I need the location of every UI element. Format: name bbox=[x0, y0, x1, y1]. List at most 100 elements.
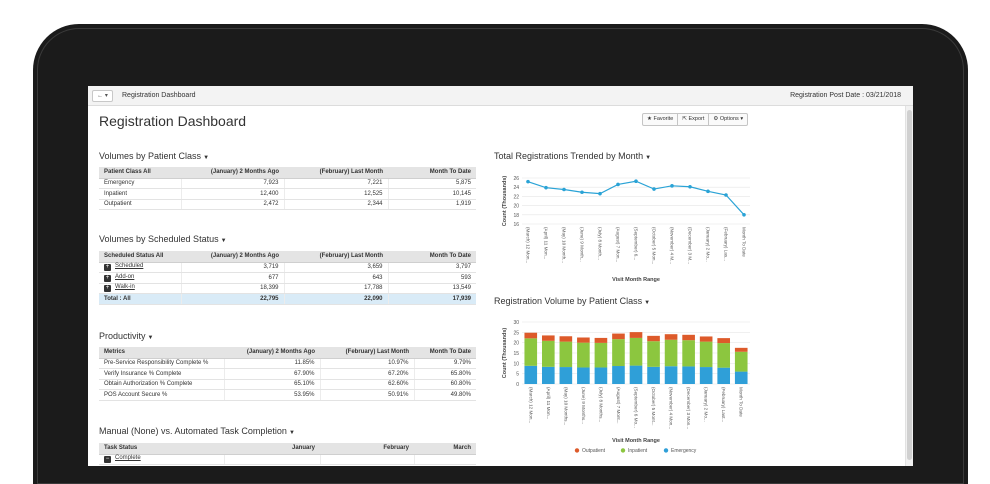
column-header[interactable]: (January) 2 Months Ago bbox=[181, 251, 284, 263]
legend-label: Inpatient bbox=[628, 448, 648, 454]
column-header[interactable]: Scheduled Status All bbox=[99, 251, 181, 263]
x-tick-label: (February) Last... bbox=[721, 387, 726, 422]
bar-segment bbox=[541, 366, 555, 384]
bar-segment bbox=[629, 365, 643, 384]
y-tick-label: 10 bbox=[513, 361, 519, 367]
column-header[interactable]: Metrics bbox=[99, 347, 224, 359]
y-tick-label: 26 bbox=[513, 176, 519, 182]
table-cell: 22,090 bbox=[284, 293, 389, 305]
column-header[interactable]: (February) Last Month bbox=[284, 251, 388, 263]
x-tick-label: (August) 7 Mon... bbox=[616, 227, 621, 262]
x-tick-label: (August) 7 Mont... bbox=[616, 387, 621, 424]
bar-segment bbox=[577, 337, 590, 343]
x-tick-label: (September) 6 Mo... bbox=[634, 387, 639, 428]
y-tick-label: 5 bbox=[516, 372, 519, 378]
expand-plus-icon[interactable]: + bbox=[104, 274, 111, 282]
legend-marker bbox=[620, 448, 626, 453]
complete-link[interactable]: Complete bbox=[115, 455, 141, 462]
line-chart-title[interactable]: Total Registrations Trended by Month ▼ bbox=[494, 151, 651, 161]
expand-plus-icon[interactable]: + bbox=[104, 264, 111, 272]
table-cell: 62.60% bbox=[320, 379, 415, 390]
x-tick-label: (April) 11 Mon... bbox=[546, 387, 551, 419]
x-tick-label: (May) 10 Months... bbox=[563, 387, 568, 425]
data-point bbox=[616, 182, 620, 187]
table-cell: 7,923 bbox=[181, 178, 285, 189]
bar-segment bbox=[682, 334, 695, 341]
table-header-row: Scheduled Status All (January) 2 Months … bbox=[99, 251, 476, 263]
table-cell: 10.97% bbox=[320, 358, 415, 369]
export-button[interactable]: ⇱ Export bbox=[678, 114, 710, 125]
y-tick-label: 24 bbox=[513, 185, 519, 191]
table-cell: 3,797 bbox=[388, 262, 476, 273]
table-row: Inpatient 12,400 12,525 10,145 bbox=[99, 188, 476, 200]
x-tick-label: (July) 8 Months... bbox=[598, 387, 603, 422]
column-header[interactable]: January bbox=[224, 443, 320, 455]
bar-segment bbox=[699, 341, 713, 368]
scheduled-status-title[interactable]: Volumes by Scheduled Status ▼ bbox=[99, 234, 227, 244]
table-cell bbox=[414, 454, 476, 465]
bar-segment bbox=[559, 367, 573, 384]
table-row: + Walk-in 18,399 17,788 13,549 bbox=[99, 283, 476, 294]
expand-plus-icon[interactable]: + bbox=[104, 285, 111, 293]
table-cell: Outpatient bbox=[99, 199, 182, 210]
bar-segment bbox=[594, 367, 608, 384]
column-header[interactable]: Task Status bbox=[99, 443, 224, 455]
x-tick-label: (December) 3 M... bbox=[688, 227, 693, 264]
bar-segment bbox=[629, 332, 643, 338]
series-line bbox=[527, 180, 745, 216]
y-tick-label: 30 bbox=[513, 320, 519, 326]
table-cell: 17,939 bbox=[388, 293, 476, 305]
column-header[interactable]: (February) Last Month bbox=[320, 347, 414, 359]
bar-segment bbox=[682, 366, 695, 384]
scheduled-link[interactable]: Scheduled bbox=[115, 263, 144, 270]
task-completion-title-text: Manual (None) vs. Automated Task Complet… bbox=[99, 426, 287, 436]
column-header[interactable]: (January) 2 Months Ago bbox=[181, 167, 284, 179]
options-button[interactable]: ⚙ Options ▾ bbox=[713, 116, 744, 122]
favorite-button[interactable]: ★ Favorite bbox=[643, 114, 679, 125]
bar-chart-title[interactable]: Registration Volume by Patient Class ▼ bbox=[494, 296, 650, 306]
table-cell: 10,145 bbox=[388, 188, 476, 200]
table-cell: 50.91% bbox=[320, 389, 415, 401]
y-tick-label: 22 bbox=[513, 194, 519, 200]
bar-segment bbox=[647, 341, 660, 367]
column-header[interactable]: (February) Last Month bbox=[284, 167, 388, 179]
add-on-link[interactable]: Add-on bbox=[115, 273, 135, 280]
table-row: + Scheduled 3,719 3,659 3,797 bbox=[99, 262, 476, 273]
column-header[interactable]: (January) 2 Months Ago bbox=[224, 347, 320, 359]
table-cell: Inpatient bbox=[99, 188, 182, 200]
x-tick-label: (April) 11 Mon... bbox=[544, 227, 549, 259]
column-header[interactable]: Month To Date bbox=[388, 251, 476, 263]
top-bar: ← ▾ Registration Dashboard Registration … bbox=[88, 86, 913, 106]
data-point bbox=[706, 189, 710, 194]
x-tick-label: (July) 8 Month... bbox=[598, 227, 603, 260]
caret-down-icon: ▼ bbox=[288, 430, 295, 436]
column-header[interactable]: Month To Date bbox=[414, 347, 476, 359]
bar-segment bbox=[559, 341, 573, 368]
bar-segment bbox=[612, 366, 625, 384]
line-chart: 26 24 22 20 18 16 Count (Thousands) (March) 12 … bbox=[502, 176, 750, 283]
data-point bbox=[670, 184, 674, 188]
back-nav-button[interactable]: ← ▾ bbox=[92, 90, 113, 102]
collapse-minus-icon[interactable]: − bbox=[104, 456, 111, 464]
column-header[interactable]: February bbox=[320, 443, 414, 455]
line-chart-title-text: Total Registrations Trended by Month bbox=[494, 151, 644, 161]
data-point bbox=[562, 187, 566, 192]
column-header[interactable]: Month To Date bbox=[388, 167, 476, 179]
column-header[interactable]: Patient Class All bbox=[99, 167, 181, 179]
legend-marker bbox=[574, 448, 580, 453]
table-row: Obtain Authorization % Complete 65.10% 62.… bbox=[99, 379, 476, 390]
y-tick-label: 20 bbox=[513, 204, 519, 210]
data-point bbox=[634, 179, 638, 184]
patient-class-title[interactable]: Volumes by Patient Class ▼ bbox=[99, 151, 209, 161]
bar-segment bbox=[594, 337, 608, 343]
column-header[interactable]: March bbox=[414, 443, 476, 455]
vertical-scrollbar[interactable] bbox=[905, 106, 913, 466]
table-cell: 12,400 bbox=[181, 188, 285, 200]
page-title: Registration Dashboard bbox=[99, 113, 247, 129]
task-completion-title[interactable]: Manual (None) vs. Automated Task Complet… bbox=[99, 426, 295, 436]
legend-marker bbox=[663, 448, 669, 453]
scrollbar-thumb[interactable] bbox=[907, 110, 912, 460]
walk-in-link[interactable]: Walk-in bbox=[115, 284, 135, 291]
productivity-title[interactable]: Productivity ▼ bbox=[99, 331, 153, 341]
table-cell: 11.85% bbox=[224, 358, 321, 369]
